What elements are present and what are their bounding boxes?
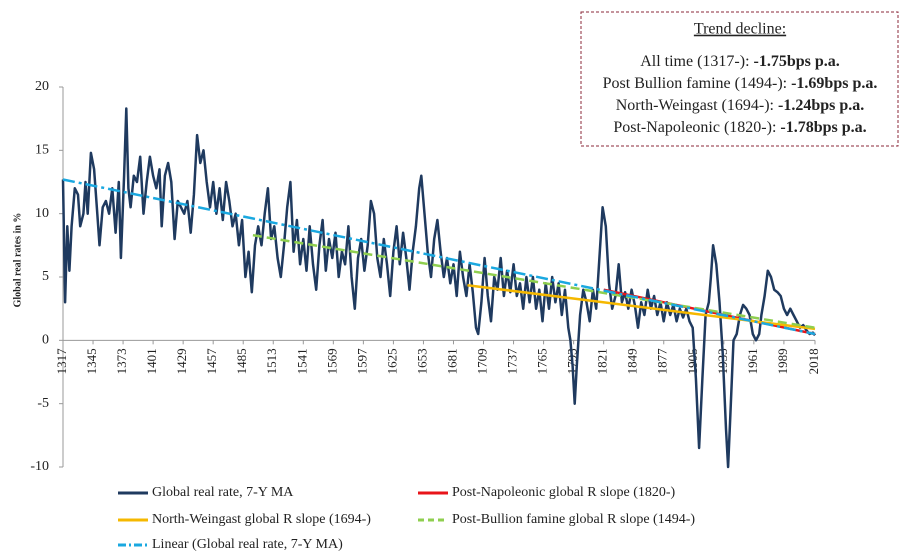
- x-tick-label: 1457: [204, 348, 219, 375]
- x-tick-label: 1569: [324, 348, 339, 374]
- y-tick-label: -5: [37, 396, 49, 411]
- annotation-value: -1.78bps p.a.: [780, 119, 866, 136]
- x-tick-label: 1905: [685, 348, 700, 374]
- y-tick-label: -10: [30, 459, 49, 474]
- x-tick-label: 1597: [354, 348, 369, 375]
- x-tick-label: 1429: [174, 348, 189, 374]
- x-tick-label: 1401: [144, 348, 159, 374]
- annotation-label: North-Weingast (1694-):: [616, 97, 774, 114]
- x-tick-label: 1877: [655, 348, 670, 375]
- annotation-line: Post-Napoleonic (1820-): -1.78bps p.a.: [613, 119, 866, 136]
- legend-label: Post-Napoleonic global R slope (1820-): [452, 485, 676, 500]
- annotation-value: -1.69bps p.a.: [791, 75, 877, 92]
- y-tick-label: 5: [42, 269, 49, 284]
- x-tick-label: 1989: [775, 348, 790, 374]
- legend-label: North-Weingast global R slope (1694-): [152, 512, 371, 527]
- annotation-box: [580, 11, 899, 147]
- x-tick-label: 1653: [414, 348, 429, 374]
- annotation-label: All time (1317-):: [640, 53, 749, 70]
- annotation-label: Post Bullion famine (1494-):: [603, 75, 787, 92]
- x-tick-label: 1681: [444, 348, 459, 374]
- x-tick-label: 2018: [806, 348, 821, 374]
- annotation-line: North-Weingast (1694-): -1.24bps p.a.: [616, 97, 864, 114]
- x-tick-label: 1709: [475, 348, 490, 374]
- annotation-title: Trend decline:: [694, 21, 786, 38]
- annotation-value: -1.24bps p.a.: [778, 97, 864, 114]
- x-tick-label: 1317: [54, 348, 69, 375]
- trend-line: [62, 178, 816, 336]
- x-tick-label: 1373: [114, 348, 129, 374]
- annotation-line: All time (1317-): -1.75bps p.a.: [640, 53, 840, 70]
- annotation-line: Post Bullion famine (1494-): -1.69bps p.…: [603, 75, 878, 92]
- y-tick-label: 20: [35, 79, 49, 94]
- series-line: [61, 107, 816, 469]
- legend-label: Post-Bullion famine global R slope (1494…: [452, 512, 695, 527]
- annotation-label: Post-Napoleonic (1820-):: [613, 119, 776, 136]
- annotation-value: -1.75bps p.a.: [754, 53, 840, 70]
- y-axis-label: Global real rates in %: [12, 213, 23, 308]
- x-tick-label: 1961: [745, 348, 760, 374]
- trend-line: [252, 233, 816, 329]
- x-tick-label: 1541: [294, 348, 309, 374]
- x-tick-label: 1765: [535, 348, 550, 374]
- x-tick-label: 1625: [384, 348, 399, 374]
- x-tick-label: 1345: [84, 348, 99, 374]
- y-tick-label: 0: [42, 333, 49, 348]
- y-tick-label: 10: [35, 206, 49, 221]
- x-tick-label: 1821: [595, 348, 610, 374]
- x-tick-label: 1485: [234, 348, 249, 374]
- x-tick-label: 1849: [625, 348, 640, 374]
- x-tick-label: 1737: [505, 348, 520, 375]
- legend-label: Linear (Global real rate, 7-Y MA): [152, 537, 343, 552]
- legend-label: Global real rate, 7-Y MA: [152, 485, 294, 500]
- y-tick-label: 15: [35, 143, 49, 158]
- x-tick-label: 1513: [264, 348, 279, 374]
